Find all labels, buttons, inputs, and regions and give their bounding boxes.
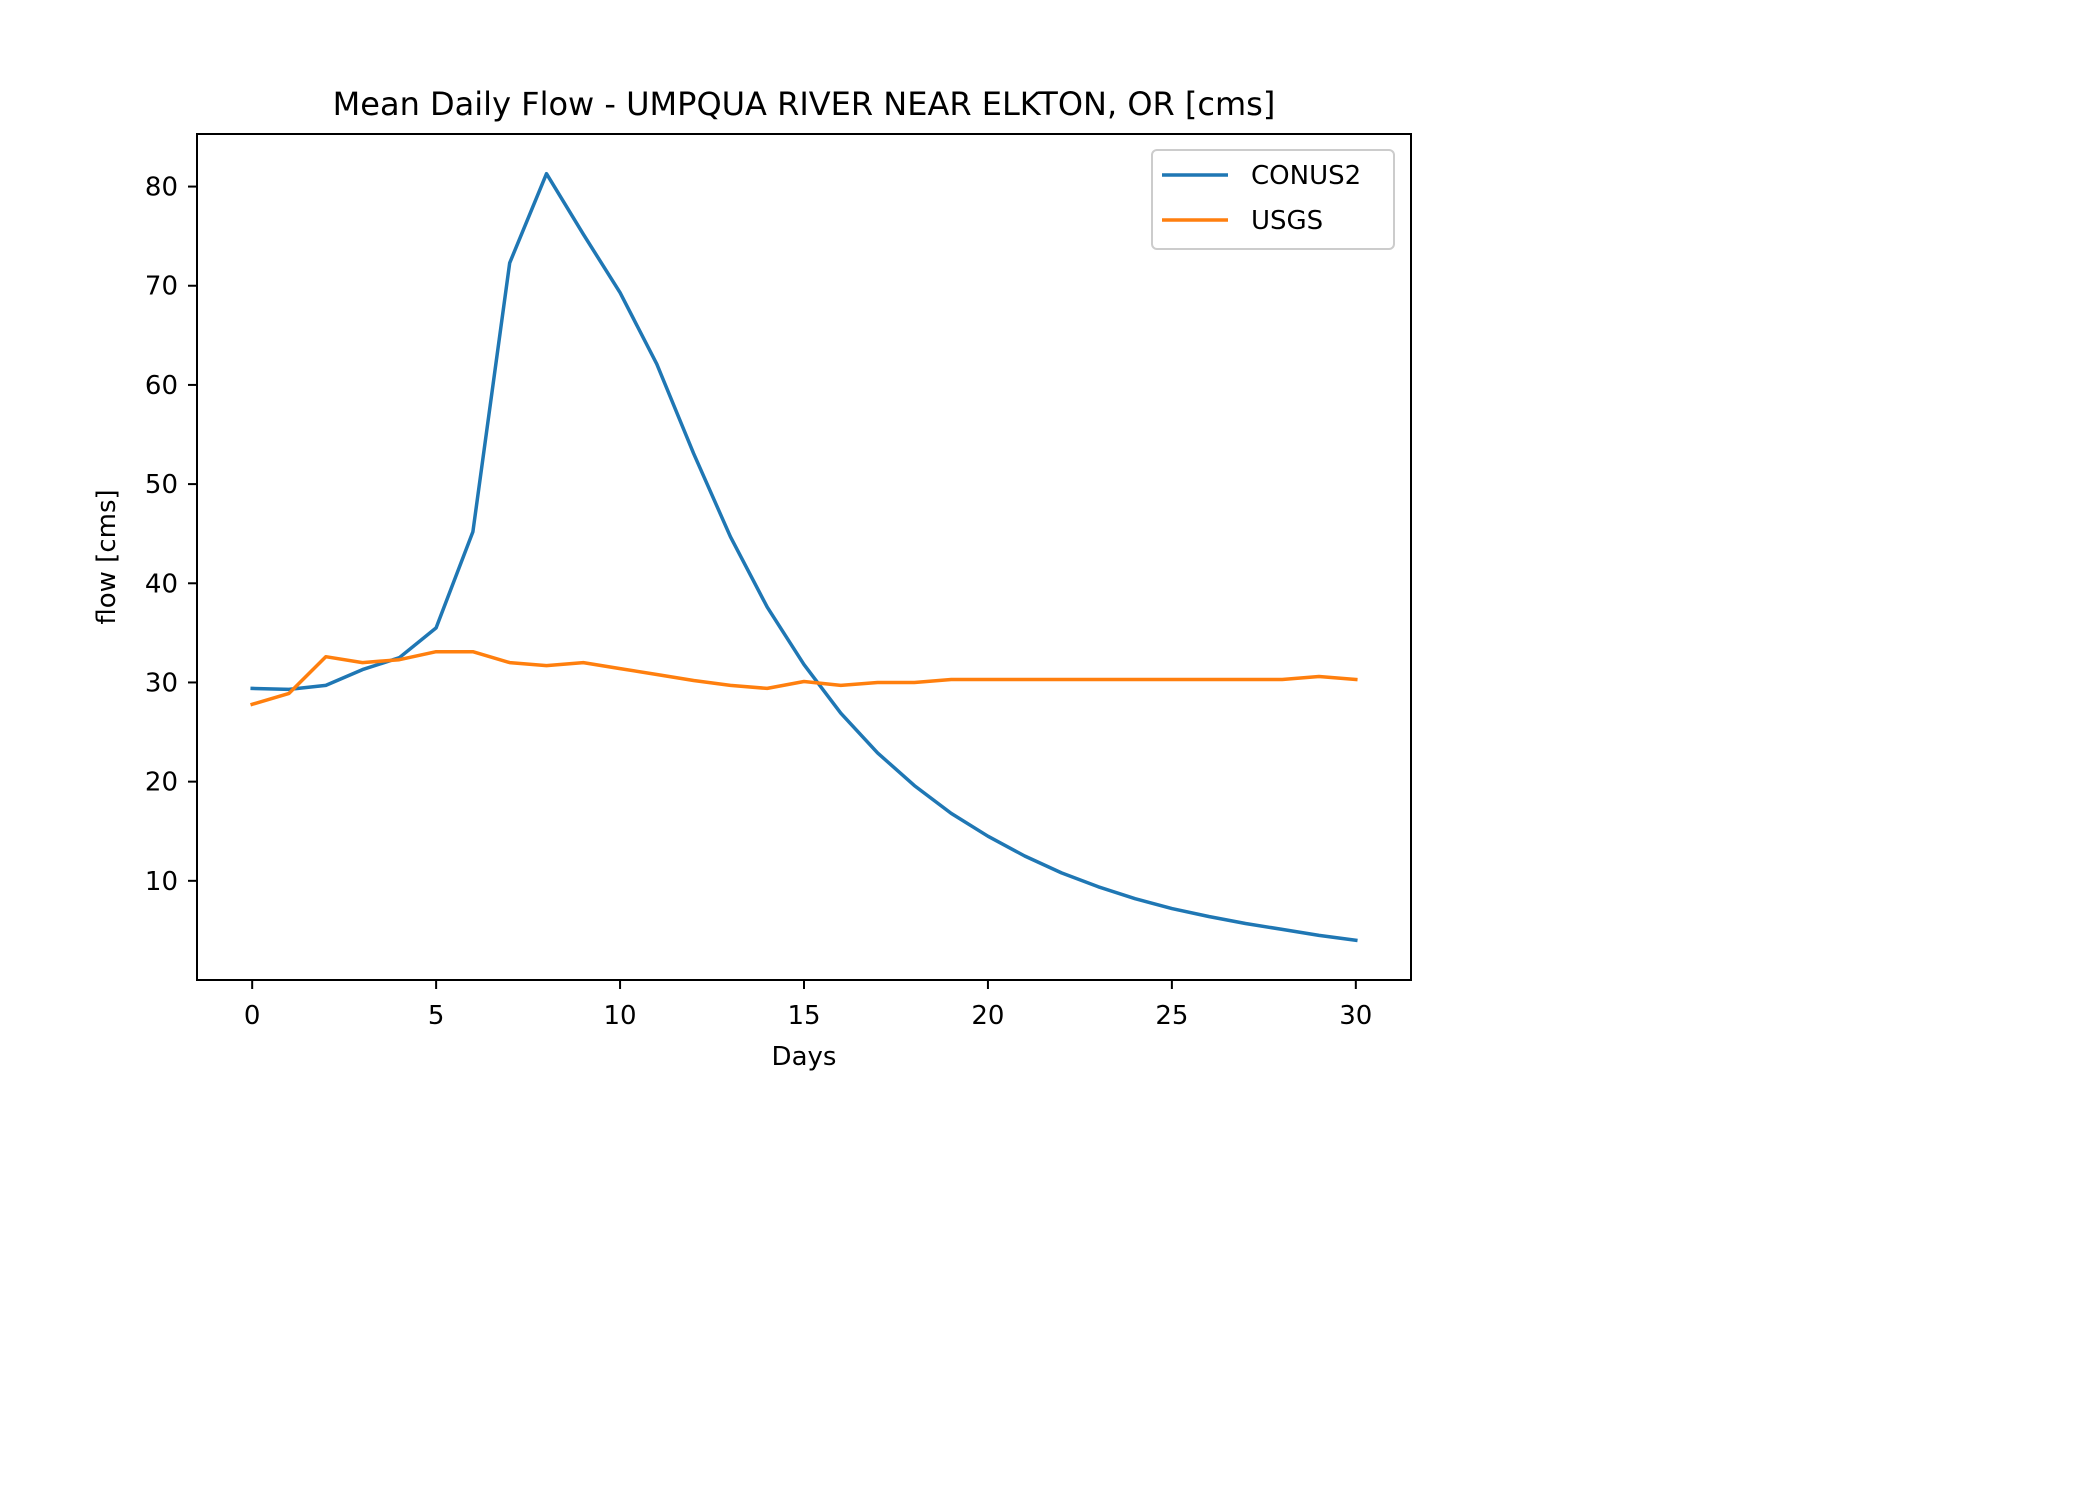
line-chart: Mean Daily Flow - UMPQUA RIVER NEAR ELKT… [92,85,1412,1072]
y-tick-label: 30 [145,668,178,698]
chart-title: Mean Daily Flow - UMPQUA RIVER NEAR ELKT… [333,85,1276,123]
series-line-usgs [250,649,1358,707]
x-tick-label: 15 [787,1001,820,1031]
x-axis-ticks: 0 5 10 15 20 25 30 [244,980,1372,1031]
legend-label-conus2: CONUS2 [1251,161,1361,191]
plot-area [250,171,1358,943]
legend-label-usgs: USGS [1251,206,1323,236]
y-axis-label: flow [cms] [92,489,122,624]
legend: CONUS2 USGS [1151,149,1395,250]
y-tick-label: 40 [145,569,178,599]
x-tick-label: 0 [244,1001,261,1031]
x-axis-label: Days [772,1042,837,1072]
y-tick-label: 50 [145,470,178,500]
y-tick-label: 70 [145,272,178,302]
y-axis-ticks: 10 20 30 40 50 60 70 80 [145,173,197,897]
x-tick-label: 5 [428,1001,445,1031]
series-line-conus2 [250,171,1358,943]
x-tick-label: 30 [1339,1001,1372,1031]
y-tick-label: 20 [145,768,178,798]
x-tick-label: 10 [604,1001,637,1031]
x-tick-label: 20 [971,1001,1004,1031]
x-tick-label: 25 [1155,1001,1188,1031]
y-tick-label: 60 [145,371,178,401]
y-tick-label: 10 [145,867,178,897]
y-tick-label: 80 [145,173,178,203]
